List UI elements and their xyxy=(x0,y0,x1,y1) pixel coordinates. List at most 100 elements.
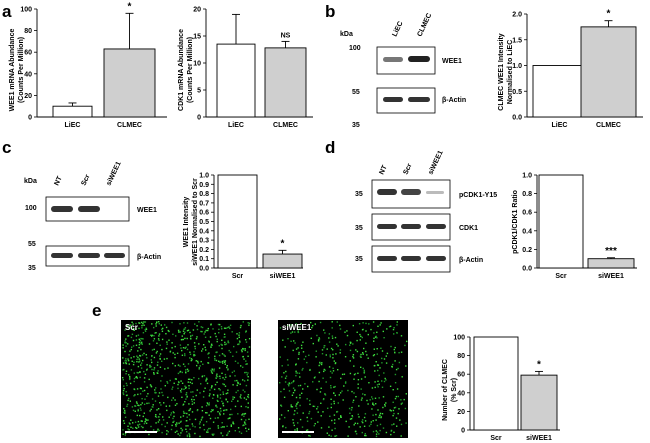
cell-dot xyxy=(348,426,350,428)
cell-dot xyxy=(123,388,125,390)
cell-dot xyxy=(393,423,395,425)
cell-dot xyxy=(365,350,367,353)
cell-dot xyxy=(205,380,207,382)
cell-dot xyxy=(125,338,127,340)
cell-dot xyxy=(309,403,311,405)
cell-dot xyxy=(308,412,310,415)
cell-dot xyxy=(186,330,189,332)
cell-dot xyxy=(361,431,363,434)
cell-dot xyxy=(155,352,158,354)
cell-dot xyxy=(209,427,211,430)
cell-dot xyxy=(157,395,160,397)
cell-dot xyxy=(137,356,139,359)
cell-dot xyxy=(218,367,221,369)
cell-dot xyxy=(285,426,287,429)
cell-dot xyxy=(245,339,247,341)
cell-dot xyxy=(296,372,299,374)
cell-dot xyxy=(174,378,177,380)
cell-dot xyxy=(216,375,219,378)
cell-dot xyxy=(127,428,129,430)
cell-dot xyxy=(151,406,153,408)
cell-dot xyxy=(393,348,395,351)
cell-dot xyxy=(349,360,351,362)
cell-dot xyxy=(203,429,206,431)
cell-dot xyxy=(212,397,214,399)
cell-dot xyxy=(295,323,297,325)
cell-dot xyxy=(132,339,135,342)
cell-dot xyxy=(145,419,147,421)
cell-dot xyxy=(232,398,234,400)
cell-dot xyxy=(299,394,301,396)
cell-dot xyxy=(219,323,221,326)
cell-dot xyxy=(240,394,242,396)
cell-dot xyxy=(130,369,133,371)
cell-dot xyxy=(396,332,398,334)
cell-dot xyxy=(206,382,209,385)
cell-dot xyxy=(297,331,300,334)
cell-dot xyxy=(210,371,213,373)
cell-dot xyxy=(243,415,245,417)
cell-dot xyxy=(372,420,374,422)
cell-dot xyxy=(301,426,304,428)
micrograph-siwee1-image xyxy=(278,320,408,438)
cell-dot xyxy=(371,398,374,400)
cell-dot xyxy=(206,412,208,414)
cell-dot xyxy=(396,321,398,323)
cell-dot xyxy=(405,422,407,424)
cell-dot xyxy=(176,422,178,424)
cell-dot xyxy=(218,360,220,362)
cell-dot xyxy=(333,422,336,424)
cell-dot xyxy=(143,381,146,383)
cell-dot xyxy=(201,416,204,418)
cell-dot xyxy=(339,392,342,394)
cell-dot xyxy=(299,404,301,407)
cell-dot xyxy=(224,336,226,338)
cell-dot xyxy=(309,369,311,371)
a2-y-tick-label: 10 xyxy=(193,61,201,68)
cell-dot xyxy=(150,334,152,336)
cell-dot xyxy=(390,433,392,436)
cell-dot xyxy=(301,347,303,349)
cell-dot xyxy=(377,364,380,366)
cell-dot xyxy=(306,416,308,419)
cell-dot xyxy=(375,335,377,338)
b-category-label: CLMEC xyxy=(596,122,621,129)
cell-dot xyxy=(208,395,211,397)
cell-dot xyxy=(200,360,202,363)
cell-dot xyxy=(394,352,396,354)
cell-dot xyxy=(334,394,336,397)
cell-dot xyxy=(219,412,221,414)
a1-y-tick-label: 100 xyxy=(20,7,32,14)
cell-dot xyxy=(293,424,295,427)
cell-dot xyxy=(181,371,183,374)
cell-dot xyxy=(290,324,292,326)
cell-dot xyxy=(313,405,316,408)
cell-dot xyxy=(182,410,185,413)
cell-dot xyxy=(379,324,381,326)
cell-dot xyxy=(187,381,189,383)
cell-dot xyxy=(153,348,155,351)
cell-dot xyxy=(222,383,224,385)
cell-dot xyxy=(133,329,135,331)
cell-dot xyxy=(315,356,317,358)
cell-dot xyxy=(191,423,193,425)
cell-dot xyxy=(302,367,304,370)
cell-dot xyxy=(194,354,196,356)
cell-dot xyxy=(296,429,298,431)
cell-dot xyxy=(284,377,287,379)
cell-dot xyxy=(179,370,182,373)
cell-dot xyxy=(218,328,220,331)
cell-dot xyxy=(133,388,135,390)
cell-dot xyxy=(139,322,141,324)
cell-dot xyxy=(122,389,125,392)
cell-dot xyxy=(124,329,126,331)
cell-dot xyxy=(345,381,347,383)
cell-dot xyxy=(376,384,379,386)
cell-dot xyxy=(308,354,310,356)
blot-c-band-actin-scr xyxy=(78,253,100,258)
cell-dot xyxy=(184,401,186,403)
cell-dot xyxy=(184,412,186,414)
cell-dot xyxy=(144,398,146,400)
cell-dot xyxy=(333,386,335,388)
